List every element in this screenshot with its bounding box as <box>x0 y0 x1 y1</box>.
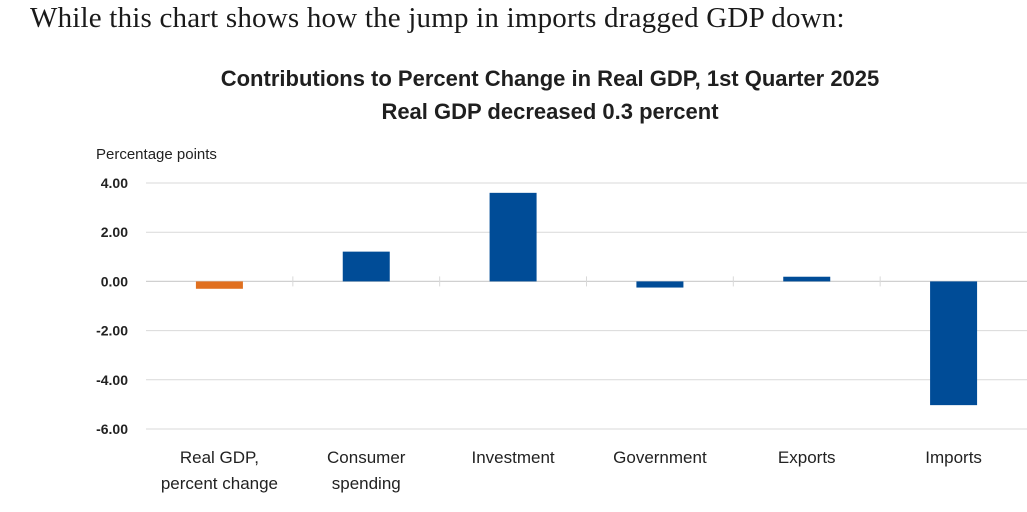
x-category-label: Investment <box>472 448 555 467</box>
y-tick-label: 2.00 <box>101 224 128 240</box>
bar <box>930 281 978 406</box>
bar <box>489 192 537 282</box>
chart-title: Contributions to Percent Change in Real … <box>221 66 880 91</box>
x-category-label: Imports <box>925 448 982 467</box>
x-category-label: Exports <box>778 448 836 467</box>
y-tick-label: -4.00 <box>96 372 128 388</box>
bar <box>783 276 831 282</box>
intro-text: While this chart shows how the jump in i… <box>30 2 845 34</box>
bar <box>636 281 684 288</box>
x-category-label: Real GDP, percent change <box>161 448 278 493</box>
x-category-label: Consumer spending <box>327 448 406 493</box>
x-category-label: Government <box>613 448 707 467</box>
bar <box>195 281 243 289</box>
chart-subtitle: Real GDP decreased 0.3 percent <box>381 99 719 124</box>
y-tick-label: 0.00 <box>101 273 128 289</box>
bar <box>342 251 390 282</box>
y-axis-label: Percentage points <box>96 146 217 163</box>
y-tick-label: -2.00 <box>96 323 128 339</box>
y-tick-label: -6.00 <box>96 421 128 437</box>
y-tick-label: 4.00 <box>101 175 128 191</box>
